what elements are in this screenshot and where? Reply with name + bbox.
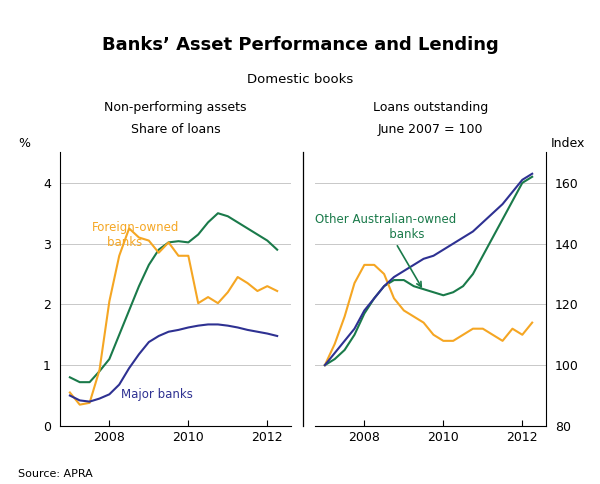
Text: Source: APRA: Source: APRA xyxy=(18,469,93,479)
Text: Foreign-owned
    banks: Foreign-owned banks xyxy=(92,221,179,248)
Text: Banks’ Asset Performance and Lending: Banks’ Asset Performance and Lending xyxy=(101,36,499,54)
Text: June 2007 = 100: June 2007 = 100 xyxy=(378,123,483,136)
Text: %: % xyxy=(18,137,30,150)
Text: Non-performing assets: Non-performing assets xyxy=(104,101,247,114)
Text: Share of loans: Share of loans xyxy=(131,123,220,136)
Text: Domestic books: Domestic books xyxy=(247,73,353,86)
Text: Major banks: Major banks xyxy=(121,388,193,401)
Text: Loans outstanding: Loans outstanding xyxy=(373,101,488,114)
Text: Index: Index xyxy=(551,137,585,150)
Text: Other Australian-owned
           banks: Other Australian-owned banks xyxy=(316,212,457,287)
